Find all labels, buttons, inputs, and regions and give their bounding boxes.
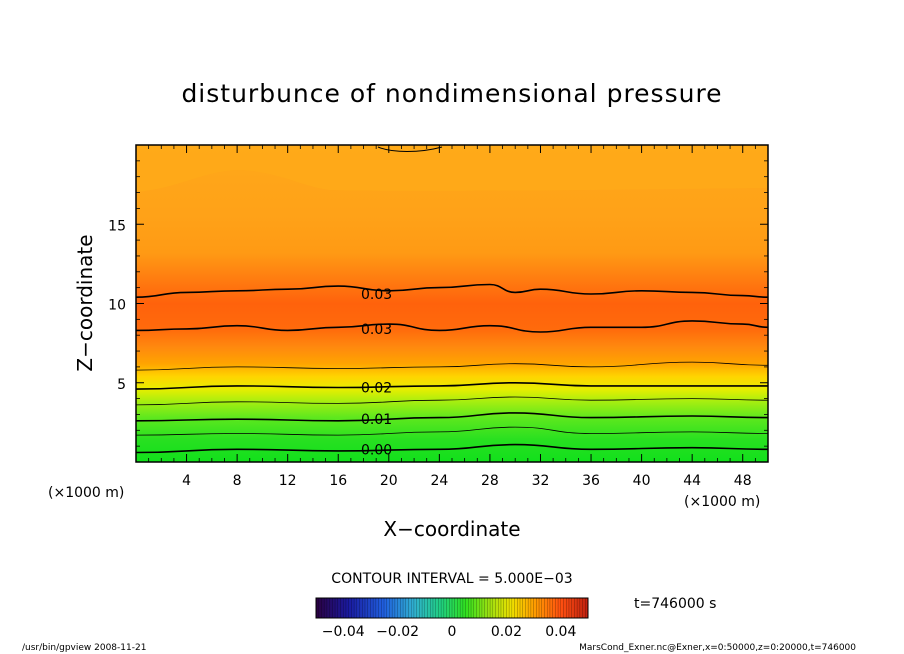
x-tick-label: 32 [532,473,550,489]
x-tick-label: 36 [582,473,600,489]
colorbar-stripes [315,598,589,618]
x-tick-label: 28 [481,473,499,489]
contour-line-7 [136,283,768,298]
x-tick-label: 20 [380,473,398,489]
contour-label: 0.03 [361,322,392,338]
contour-label: 0.03 [361,287,392,303]
contour-field [136,145,768,462]
time-text: t=746000 s [634,596,716,612]
colorbar-tick-labels: −0.04 −0.02 0 0.02 0.04 [322,624,577,640]
contour-lines [136,283,768,454]
colorbar-tick-label: 0.04 [545,624,576,640]
upper-bulge-shading [136,145,768,192]
footer-left: /usr/bin/gpview 2008-11-21 [22,643,146,653]
contour-line-1 [136,426,768,436]
y-tick-label: 15 [108,218,126,234]
plot-area: 0.03 0.03 0.02 0.01 0.00 [135,144,769,463]
x-tick-label: 24 [430,473,448,489]
colorbar-tick-label: −0.02 [376,624,419,640]
top-closed-contour [377,146,443,152]
x-tick-label: 44 [683,473,701,489]
colorbar-tick-label: −0.04 [322,624,365,640]
x-tick-label: 48 [734,473,752,489]
x-axis-unit-right: (×1000 m) [684,494,760,510]
x-tick-label: 12 [279,473,297,489]
contour-label: 0.02 [361,381,392,397]
contour-line-4 [136,381,768,390]
footer-right: MarsCond_Exner.nc@Exner,x=0:50000,z=0:20… [579,643,856,653]
contour-label: 0.01 [361,412,392,428]
x-tick-label: 16 [329,473,347,489]
contour-label: 0.00 [361,442,392,458]
colorbar-frame [315,597,589,619]
contour-line-6 [136,320,768,333]
y-axis-label: Z−coordinate [73,234,97,371]
x-axis-ticks: 4 8 12 16 20 24 28 32 36 40 44 48 [148,145,756,489]
colorbar-tick-label: 0 [448,624,457,640]
x-tick-label: 8 [233,473,242,489]
y-axis-ticks: 5 10 15 [108,160,768,447]
contour-labels: 0.03 0.03 0.02 0.01 0.00 [361,287,392,458]
y-tick-label: 10 [108,298,126,314]
chart-title: disturbunce of nondimensional pressure [181,79,722,108]
x-axis-unit-left: (×1000 m) [48,485,124,501]
y-tick-label: 5 [117,377,126,393]
x-tick-label: 4 [182,473,191,489]
colorbar-tick-label: 0.02 [491,624,522,640]
x-tick-label: 40 [633,473,651,489]
contour-line-5 [136,361,768,371]
colorbar: −0.04 −0.02 0 0.02 0.04 [315,597,589,640]
contour-line-2 [136,412,768,422]
contour-line-3 [136,396,768,406]
contour-interval-text: CONTOUR INTERVAL = 5.000E−03 [331,571,572,587]
contour-line-0 [136,443,768,454]
x-axis-label: X−coordinate [383,517,520,541]
